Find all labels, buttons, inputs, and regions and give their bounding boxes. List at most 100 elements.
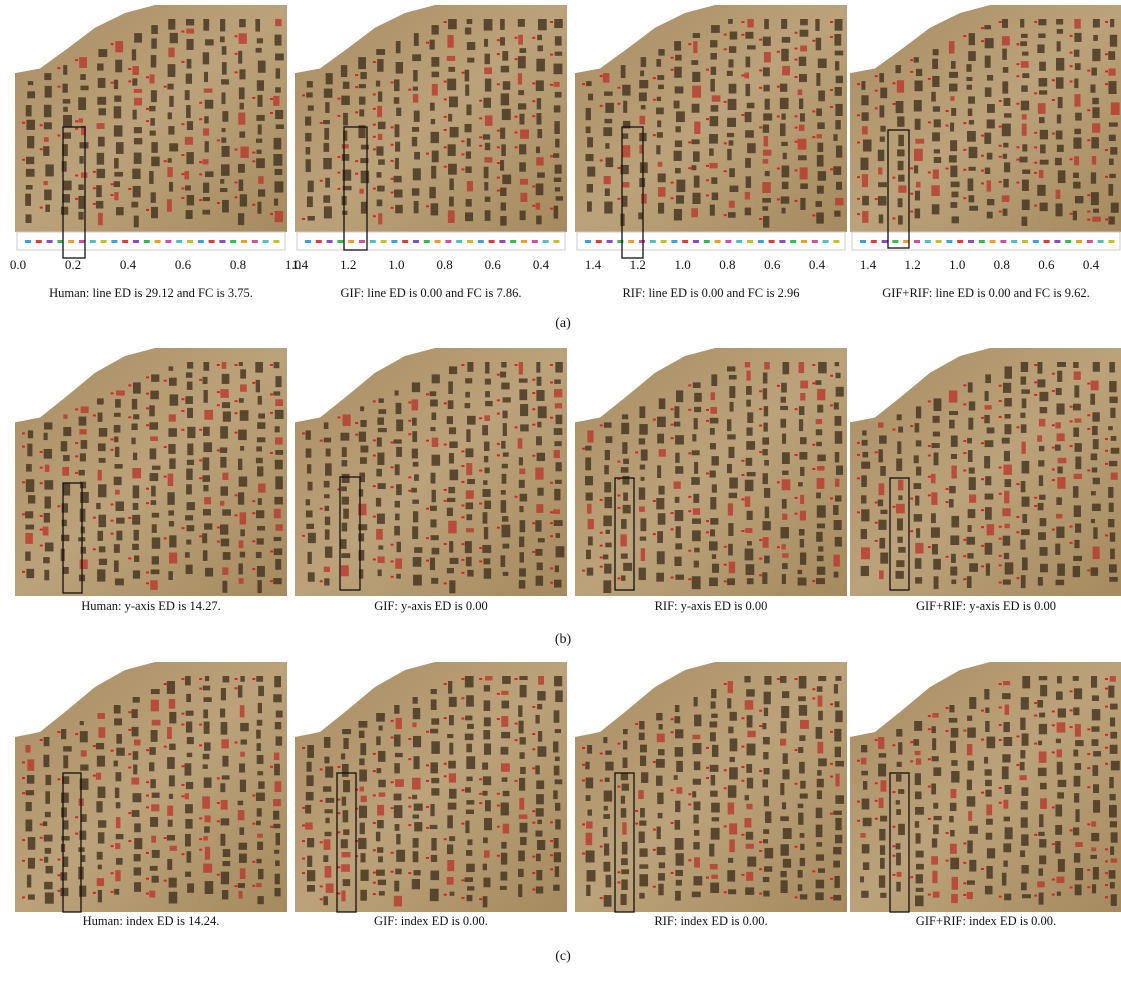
glyph-stroke <box>396 718 402 729</box>
glyph-stroke <box>554 852 561 862</box>
glyph-stroke <box>45 812 51 817</box>
glyph-stroke <box>985 405 992 409</box>
glyph-stroke <box>1109 503 1114 512</box>
glyph-stroke <box>466 104 471 115</box>
annotation-mark <box>812 136 815 138</box>
glyph-stroke <box>133 485 140 498</box>
glyph-stroke <box>430 519 436 527</box>
glyph-stroke <box>1055 422 1060 428</box>
glyph-stroke <box>256 446 262 451</box>
glyph-stroke <box>151 142 157 153</box>
glyph-stroke <box>44 737 50 746</box>
glyph-stroke <box>729 201 735 208</box>
annotation-mark <box>1034 743 1037 745</box>
glyph-stroke <box>818 711 823 720</box>
annotation-mark <box>252 861 255 863</box>
glyph-stroke <box>1075 196 1084 203</box>
glyph-stroke <box>817 155 824 167</box>
glyph-stroke <box>880 858 885 869</box>
glyph-stroke <box>861 566 869 576</box>
glyph-stroke <box>621 519 627 529</box>
glyph-stroke <box>413 462 419 467</box>
glyph-stroke <box>554 676 562 686</box>
glyph-stroke <box>951 728 959 738</box>
glyph-stroke <box>257 743 261 751</box>
glyph-stroke <box>377 106 382 117</box>
glyph-stroke <box>691 60 698 65</box>
glyph-stroke <box>710 418 719 424</box>
glyph-stroke <box>483 512 488 524</box>
glyph-stroke <box>1110 676 1116 682</box>
annotation-mark <box>373 136 376 138</box>
glyph-stroke <box>275 376 281 387</box>
glyph-stroke <box>221 539 229 547</box>
glyph-stroke <box>308 105 314 110</box>
annotation-mark <box>235 885 238 887</box>
glyph-stroke <box>674 41 681 51</box>
strip-segment <box>337 240 343 243</box>
annotation-mark <box>741 780 744 782</box>
manuscript-image <box>575 662 847 912</box>
glyph-stroke <box>587 137 593 147</box>
glyph-stroke <box>275 19 281 26</box>
glyph-stroke <box>519 798 524 810</box>
strip-segment <box>769 240 775 243</box>
glyph-stroke <box>275 559 281 570</box>
glyph-stroke <box>324 422 329 429</box>
glyph-stroke <box>1022 894 1031 898</box>
glyph-stroke <box>781 19 787 29</box>
glyph-stroke <box>26 105 32 116</box>
glyph-stroke <box>835 61 839 70</box>
glyph-stroke <box>916 467 921 476</box>
glyph-stroke <box>1108 216 1114 224</box>
glyph-stroke <box>132 727 139 736</box>
glyph-stroke <box>432 548 440 555</box>
glyph-stroke <box>657 847 666 855</box>
glyph-stroke <box>604 176 611 184</box>
axis-tick-label: 1.4 <box>585 257 602 272</box>
glyph-stroke <box>1111 203 1119 213</box>
glyph-stroke <box>519 676 527 680</box>
glyph-stroke <box>746 400 751 407</box>
glyph-stroke <box>97 398 104 404</box>
glyph-stroke <box>1037 362 1042 374</box>
annotation-mark <box>653 419 656 421</box>
glyph-stroke <box>763 373 767 384</box>
glyph-stroke <box>585 457 591 470</box>
glyph-stroke <box>149 106 155 111</box>
glyph-stroke <box>951 192 958 198</box>
annotation-mark <box>963 539 966 541</box>
glyph-stroke <box>950 567 957 576</box>
glyph-stroke <box>693 151 700 161</box>
glyph-stroke <box>623 729 628 734</box>
strip-segment <box>90 240 96 243</box>
annotation-mark <box>426 440 429 442</box>
glyph-stroke <box>465 734 474 741</box>
annotation-mark <box>671 197 674 199</box>
glyph-stroke <box>325 832 332 836</box>
annotation-mark <box>946 488 949 490</box>
glyph-stroke <box>45 791 50 804</box>
glyph-stroke <box>150 817 158 827</box>
annotation-mark <box>444 775 447 777</box>
glyph-stroke <box>466 744 472 753</box>
glyph-stroke <box>431 689 437 694</box>
glyph-stroke <box>862 799 870 810</box>
glyph-stroke <box>465 541 472 553</box>
glyph-stroke <box>1111 436 1117 441</box>
glyph-stroke <box>341 65 347 77</box>
glyph-stroke <box>587 568 593 576</box>
annotation-mark <box>1105 534 1108 536</box>
glyph-stroke <box>818 90 825 101</box>
glyph-stroke <box>467 724 474 729</box>
annotation-mark <box>1052 447 1055 449</box>
glyph-stroke <box>1022 399 1027 409</box>
glyph-stroke <box>240 147 248 158</box>
glyph-stroke <box>1020 718 1025 730</box>
annotation-mark <box>724 683 727 685</box>
glyph-stroke <box>861 509 869 521</box>
annotation-mark <box>146 795 149 797</box>
glyph-stroke <box>800 467 804 476</box>
glyph-stroke <box>63 107 68 112</box>
annotation-mark <box>391 781 394 783</box>
